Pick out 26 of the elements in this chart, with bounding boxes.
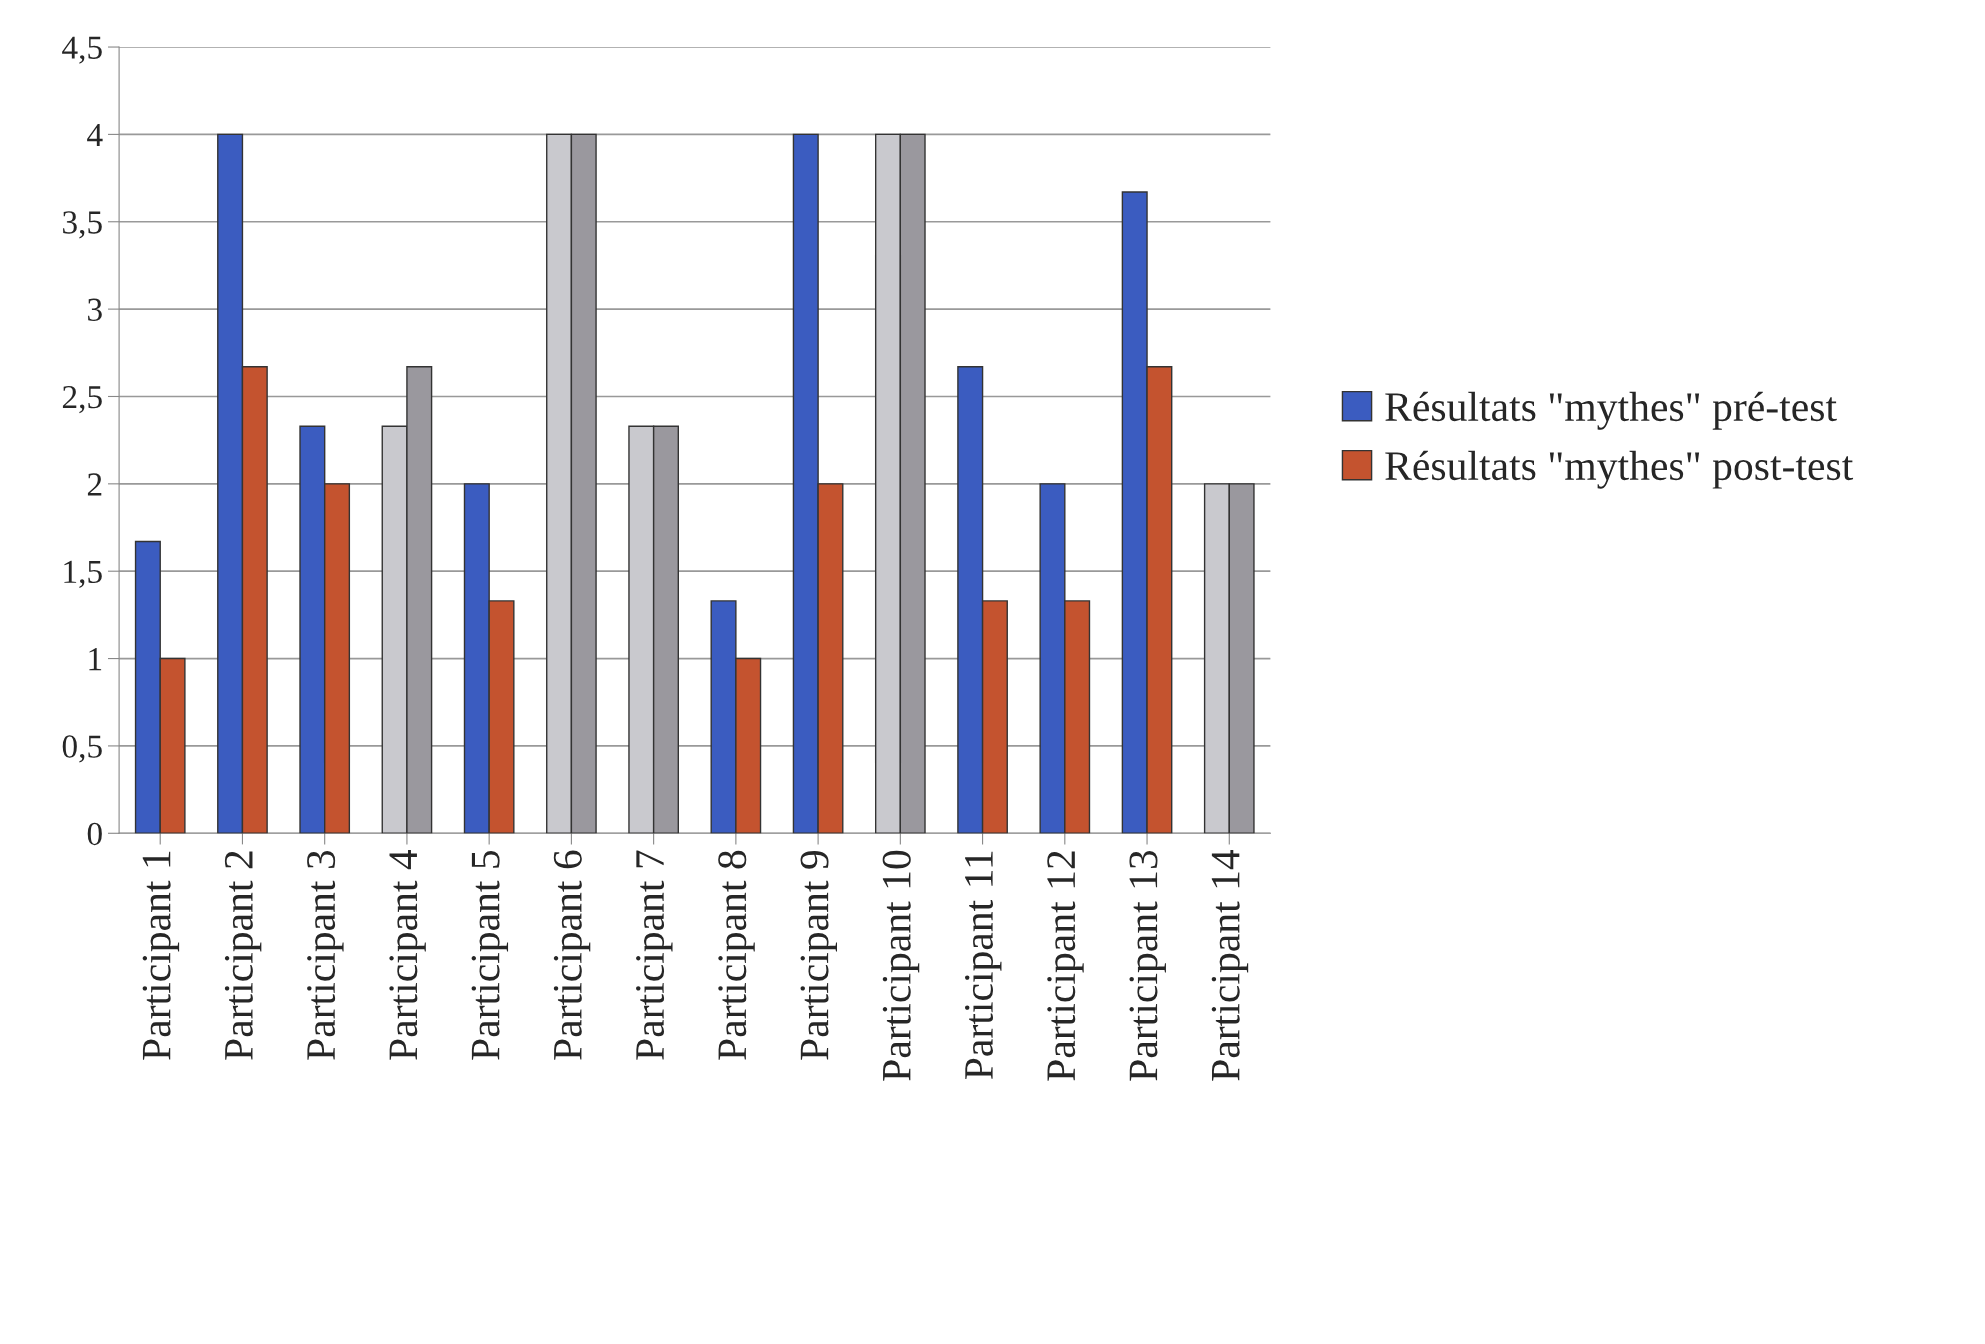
y-tick-label: 0 <box>87 822 102 846</box>
x-tick-label: Participant 2 <box>224 851 262 1060</box>
x-tick-label: Participant 14 <box>1211 849 1249 1081</box>
legend-label: Résultats "mythes" pré-test <box>1385 391 1837 430</box>
x-tick-label: Participant 13 <box>1129 850 1166 1081</box>
y-tick-label: 4 <box>87 124 103 146</box>
x-tick-label: Participant 1 <box>142 851 180 1060</box>
y-tick-label: 0,5 <box>62 735 102 763</box>
x-tick-label: Participant 10 <box>882 850 920 1081</box>
x-tick-label: Participant 8 <box>718 850 755 1060</box>
x-tick-label: Participant 6 <box>553 850 591 1060</box>
x-tick-label: Participant 12 <box>1047 851 1084 1081</box>
x-tick-label: Participant 3 <box>307 850 344 1060</box>
y-tick-label: 2,5 <box>62 385 102 414</box>
y-tick-label: 2 <box>87 473 102 496</box>
y-tick-label: 3,5 <box>63 211 102 239</box>
x-tick-label: Participant 5 <box>471 850 509 1060</box>
x-tick-label: Participant 4 <box>389 849 426 1060</box>
y-tick-label: 4,5 <box>62 36 102 64</box>
y-tick-label: 1,5 <box>64 560 102 588</box>
y-tick-label: 1 <box>89 648 102 671</box>
legend-label: Résultats "mythes" post-test <box>1385 450 1854 489</box>
x-tick-label: Participant 11 <box>965 851 1002 1080</box>
x-tick-label: Participant 7 <box>636 850 673 1060</box>
x-tick-label: Participant 9 <box>800 850 837 1060</box>
y-tick-label: 3 <box>88 298 102 322</box>
